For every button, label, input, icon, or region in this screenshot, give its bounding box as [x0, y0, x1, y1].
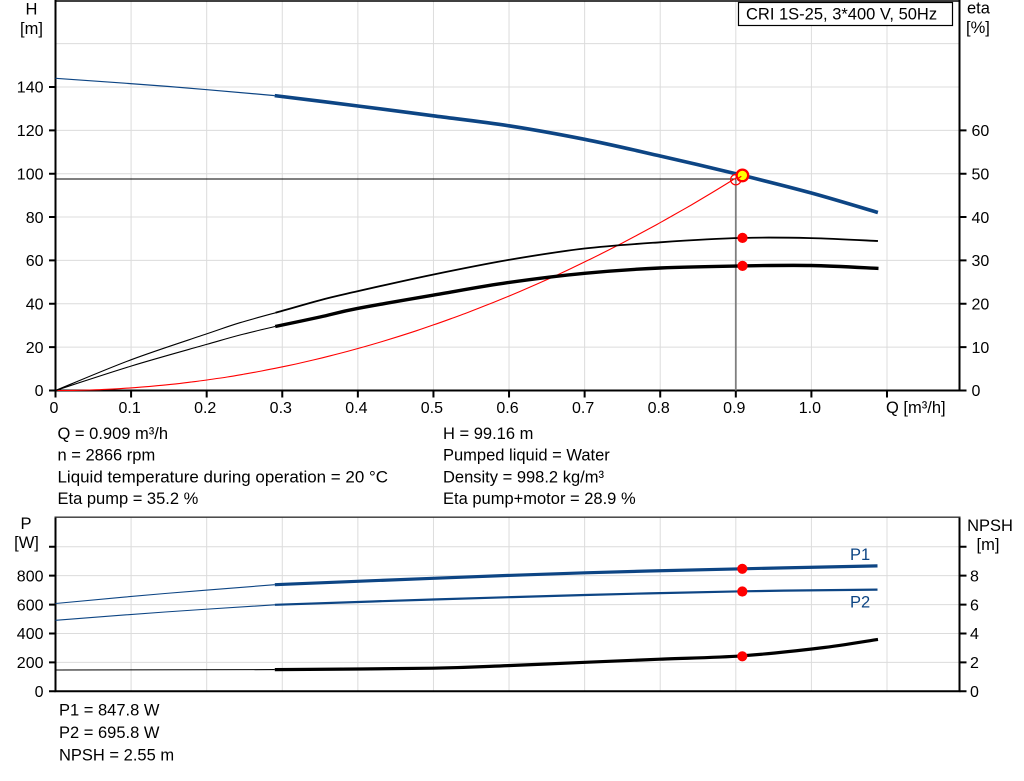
svg-text:0.5: 0.5 — [421, 400, 443, 417]
svg-text:800: 800 — [17, 568, 44, 585]
svg-text:P2 = 695.8 W: P2 = 695.8 W — [59, 724, 160, 742]
svg-text:1.0: 1.0 — [799, 400, 821, 417]
svg-text:60: 60 — [26, 253, 44, 270]
svg-text:P2: P2 — [850, 594, 870, 612]
svg-text:80: 80 — [26, 210, 44, 227]
svg-text:40: 40 — [972, 210, 990, 227]
svg-text:P1 = 847.8 W: P1 = 847.8 W — [59, 702, 160, 720]
svg-text:0.1: 0.1 — [118, 400, 140, 417]
svg-text:0: 0 — [50, 400, 59, 417]
svg-text:50: 50 — [972, 166, 990, 183]
svg-text:Q [m³/h]: Q [m³/h] — [886, 399, 946, 417]
svg-text:Pumped liquid = Water: Pumped liquid = Water — [443, 447, 610, 465]
svg-text:140: 140 — [17, 80, 44, 97]
svg-text:CRI 1S-25, 3*400 V, 50Hz: CRI 1S-25, 3*400 V, 50Hz — [746, 6, 937, 24]
svg-text:Liquid temperature during oper: Liquid temperature during operation = 20… — [58, 468, 389, 486]
svg-text:Q = 0.909 m³/h: Q = 0.909 m³/h — [58, 425, 169, 443]
svg-text:600: 600 — [17, 597, 44, 614]
svg-text:[%]: [%] — [966, 19, 990, 37]
svg-text:Eta pump = 35.2 %: Eta pump = 35.2 % — [58, 490, 199, 508]
svg-text:0.3: 0.3 — [270, 400, 292, 417]
svg-text:[m]: [m] — [20, 20, 43, 38]
svg-text:0: 0 — [35, 684, 44, 701]
svg-text:n = 2866 rpm: n = 2866 rpm — [58, 447, 156, 465]
svg-text:H = 99.16 m: H = 99.16 m — [443, 425, 533, 443]
svg-text:[W]: [W] — [14, 534, 39, 552]
svg-text:P1: P1 — [850, 546, 870, 564]
svg-text:2: 2 — [970, 655, 979, 672]
svg-text:200: 200 — [17, 655, 44, 672]
svg-text:0: 0 — [972, 383, 981, 400]
svg-text:NPSH = 2.55 m: NPSH = 2.55 m — [59, 747, 174, 765]
svg-text:0.8: 0.8 — [648, 400, 670, 417]
svg-text:20: 20 — [972, 297, 990, 314]
svg-text:8: 8 — [970, 568, 979, 585]
svg-text:4: 4 — [970, 626, 979, 643]
svg-text:30: 30 — [972, 253, 990, 270]
svg-text:Density = 998.2 kg/m³: Density = 998.2 kg/m³ — [443, 468, 604, 486]
svg-text:0: 0 — [970, 684, 979, 701]
svg-text:120: 120 — [17, 123, 44, 140]
svg-text:P: P — [20, 515, 31, 533]
svg-text:0.7: 0.7 — [572, 400, 594, 417]
svg-text:NPSH: NPSH — [967, 517, 1013, 535]
svg-text:10: 10 — [972, 340, 990, 357]
svg-text:[m]: [m] — [977, 536, 1000, 554]
svg-text:40: 40 — [26, 297, 44, 314]
svg-text:eta: eta — [967, 0, 991, 18]
svg-text:Eta pump+motor = 28.9 %: Eta pump+motor = 28.9 % — [443, 490, 636, 508]
svg-text:0.9: 0.9 — [723, 400, 745, 417]
svg-text:0.2: 0.2 — [194, 400, 216, 417]
svg-text:400: 400 — [17, 626, 44, 643]
svg-text:0: 0 — [35, 383, 44, 400]
svg-text:20: 20 — [26, 340, 44, 357]
svg-text:6: 6 — [970, 597, 979, 614]
svg-text:0.6: 0.6 — [496, 400, 518, 417]
svg-text:100: 100 — [17, 166, 44, 183]
svg-text:60: 60 — [972, 123, 990, 140]
svg-text:0.4: 0.4 — [345, 400, 367, 417]
svg-text:H: H — [26, 1, 38, 19]
